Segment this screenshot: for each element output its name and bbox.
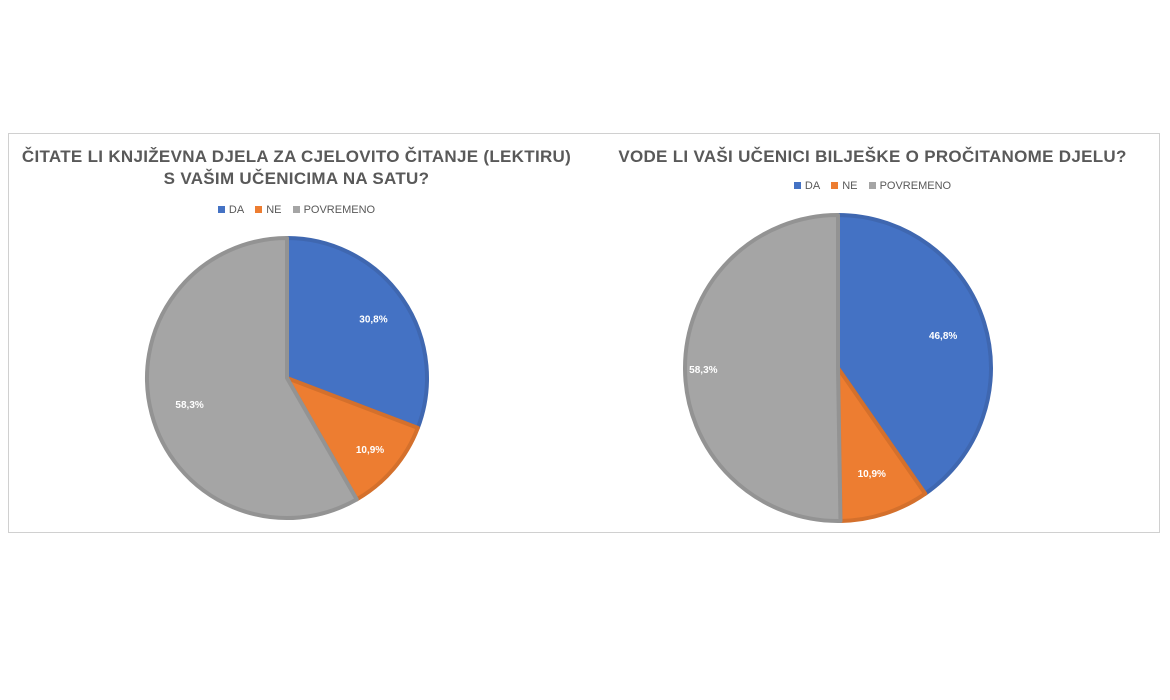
data-label-da: 46,8% — [929, 331, 957, 342]
chart-title-line-1: ČITATE LI KNJIŽEVNA DJELA ZA CJELOVITO Č… — [21, 147, 572, 166]
chart-legend: DA NE POVREMENO — [9, 204, 584, 216]
chart-title: ČITATE LI KNJIŽEVNA DJELA ZA CJELOVITO Č… — [9, 146, 584, 190]
pie-plot: 46,8% 10,9% 58,3% — [683, 213, 993, 523]
legend-label-ne: NE — [266, 204, 282, 216]
legend-label-povremeno: POVREMENO — [879, 180, 952, 192]
pie-slice-da — [836, 213, 993, 496]
pie-slice-povremeno — [683, 213, 843, 523]
legend-label-da: DA — [804, 180, 821, 192]
chart-title: VODE LI VAŠI UČENICI BILJEŠKE O PROČITAN… — [584, 146, 1161, 168]
legend-item-ne: NE — [255, 204, 282, 216]
chart-panel: ČITATE LI KNJIŽEVNA DJELA ZA CJELOVITO Č… — [8, 133, 1160, 533]
legend-swatch-povremeno — [868, 181, 876, 189]
legend-item-povremeno: POVREMENO — [868, 180, 952, 192]
data-label-ne: 10,9% — [858, 469, 886, 480]
legend-swatch-ne — [255, 205, 263, 213]
data-label-povremeno: 58,3% — [175, 400, 203, 411]
legend-swatch-da — [793, 181, 801, 189]
chart-title-line-2: S VAŠIM UČENICIMA NA SATU? — [163, 169, 430, 188]
pie-slice-povremeno — [145, 236, 359, 520]
pie-slice-ne — [285, 376, 420, 502]
legend-item-da: DA — [217, 204, 245, 216]
pie-slice-da — [285, 236, 429, 430]
data-label-da: 30,8% — [359, 314, 387, 325]
legend-swatch-ne — [831, 181, 839, 189]
data-label-ne: 10,9% — [356, 445, 384, 456]
legend-item-ne: NE — [831, 180, 858, 192]
chart-legend: DA NE POVREMENO — [584, 180, 1161, 192]
legend-swatch-da — [217, 205, 225, 213]
chart-title-line-1: VODE LI VAŠI UČENICI BILJEŠKE O PROČITAN… — [618, 147, 1127, 166]
pie-chart-reading-in-class: ČITATE LI KNJIŽEVNA DJELA ZA CJELOVITO Č… — [9, 134, 584, 532]
legend-label-povremeno: POVREMENO — [303, 204, 376, 216]
legend-label-ne: NE — [842, 180, 858, 192]
pie-chart-student-notes: VODE LI VAŠI UČENICI BILJEŠKE O PROČITAN… — [584, 134, 1161, 532]
legend-item-da: DA — [793, 180, 821, 192]
pie-plot: 30,8% 10,9% 58,3% — [145, 236, 429, 520]
legend-label-da: DA — [228, 204, 245, 216]
data-label-povremeno: 58,3% — [689, 365, 717, 376]
legend-swatch-povremeno — [292, 205, 300, 213]
legend-item-povremeno: POVREMENO — [292, 204, 376, 216]
